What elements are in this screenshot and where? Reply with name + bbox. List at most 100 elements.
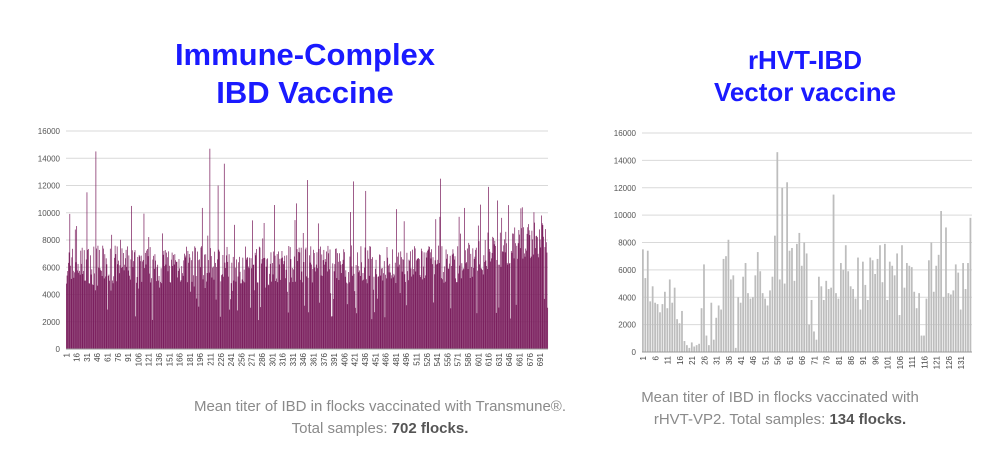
- left-bar: [225, 255, 227, 349]
- right-bar: [925, 298, 928, 352]
- left-ytick-label: 10000: [38, 209, 61, 218]
- left-bar: [159, 287, 161, 349]
- right-bar: [654, 302, 656, 352]
- right-bar: [771, 276, 774, 352]
- left-bar: [329, 249, 331, 349]
- left-bar: [123, 270, 125, 349]
- right-bar: [800, 265, 803, 352]
- left-bar: [377, 298, 378, 349]
- left-bar: [231, 262, 233, 349]
- right-bar: [703, 264, 705, 352]
- left-bar: [131, 250, 133, 349]
- right-bar: [862, 261, 864, 352]
- left-bar: [469, 244, 470, 349]
- left-bar: [248, 268, 250, 349]
- left-bar: [450, 308, 452, 349]
- left-bar: [416, 258, 418, 349]
- left-bar: [252, 264, 254, 349]
- left-bar: [151, 319, 153, 349]
- right-bar: [798, 232, 801, 352]
- left-bar: [524, 256, 526, 349]
- left-bar: [466, 262, 468, 349]
- left-bar: [99, 268, 101, 349]
- left-bar: [81, 263, 82, 349]
- left-xtick-label: 466: [382, 352, 391, 366]
- left-bar: [94, 273, 95, 349]
- right-bar: [928, 260, 930, 352]
- left-bar: [88, 283, 90, 349]
- left-bar: [96, 248, 97, 349]
- left-bar: [212, 267, 213, 349]
- right-bar: [849, 286, 852, 352]
- left-bar: [107, 275, 109, 349]
- right-bar: [671, 302, 674, 352]
- left-bar: [367, 250, 369, 349]
- left-bar: [388, 272, 390, 349]
- right-bar: [700, 308, 703, 352]
- right-title-line2: Vector vaccine: [713, 77, 897, 107]
- right-bar: [857, 257, 859, 352]
- left-xtick-label: 586: [464, 352, 473, 366]
- left-bar: [260, 263, 262, 349]
- left-xtick-label: 181: [186, 352, 195, 366]
- left-bar: [466, 248, 468, 349]
- left-bar: [298, 247, 300, 349]
- left-bar: [214, 251, 216, 349]
- left-bar: [76, 270, 78, 349]
- left-bar: [122, 253, 124, 349]
- left-bar: [68, 252, 70, 349]
- right-bar: [967, 263, 969, 352]
- left-bar: [198, 306, 200, 349]
- left-bar: [337, 253, 338, 349]
- left-xtick-label: 286: [258, 352, 267, 366]
- left-bar: [477, 225, 479, 349]
- left-bar: [306, 276, 308, 349]
- left-xtick-label: 661: [516, 352, 525, 366]
- left-bar: [182, 275, 184, 349]
- right-xtick-label: 106: [896, 355, 905, 369]
- left-bar: [481, 269, 483, 349]
- left-bar: [467, 269, 469, 349]
- right-bar: [835, 293, 837, 352]
- right-bar: [727, 239, 730, 352]
- left-bar: [445, 249, 447, 349]
- left-bar: [501, 217, 503, 349]
- left-bar: [120, 239, 121, 349]
- left-bar: [504, 252, 506, 349]
- left-bar: [169, 281, 171, 349]
- left-bar: [513, 258, 515, 349]
- right-bar: [935, 265, 938, 352]
- left-bar: [66, 283, 67, 349]
- left-bar: [200, 247, 202, 349]
- left-bar: [67, 271, 69, 349]
- right-ytick-label: 10000: [614, 211, 637, 220]
- right-xtick-label: 41: [737, 355, 746, 364]
- left-bar: [545, 229, 546, 349]
- left-bar: [328, 269, 330, 349]
- left-bar: [394, 275, 395, 349]
- left-bar: [213, 279, 215, 349]
- right-bar: [952, 290, 955, 352]
- right-bar: [668, 279, 671, 352]
- right-bar: [893, 275, 896, 352]
- left-bar: [505, 231, 507, 349]
- left-bar: [491, 258, 492, 349]
- right-bar: [708, 345, 710, 352]
- left-bar: [377, 276, 379, 349]
- left-bar: [214, 262, 216, 349]
- left-bar: [258, 246, 260, 349]
- left-bar: [348, 282, 350, 349]
- left-bar: [495, 312, 497, 349]
- left-bar: [469, 278, 471, 349]
- left-bar: [339, 253, 340, 349]
- left-bar: [259, 247, 261, 349]
- left-bar: [118, 260, 119, 349]
- left-bar: [537, 237, 538, 349]
- right-bar: [642, 249, 644, 352]
- left-bar: [168, 251, 170, 349]
- left-bar: [346, 282, 347, 349]
- left-xtick-label: 361: [310, 352, 319, 366]
- left-bar: [463, 269, 465, 349]
- left-bar: [383, 261, 385, 349]
- left-bar: [98, 249, 100, 349]
